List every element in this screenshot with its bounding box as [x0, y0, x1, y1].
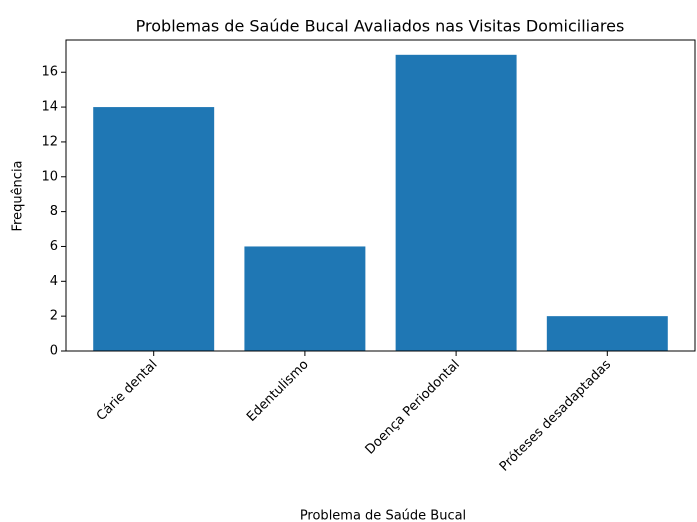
x-tick-label: Próteses desadaptadas — [497, 357, 614, 474]
x-tick-label: Doença Periodontal — [363, 357, 463, 457]
y-tick-label: 14 — [41, 100, 58, 115]
y-tick-label: 4 — [50, 274, 58, 289]
x-tick-label: Cárie dental — [94, 357, 161, 424]
y-tick-label: 8 — [50, 204, 58, 219]
y-axis-label: Frequência — [11, 160, 26, 231]
y-tick-label: 6 — [50, 239, 58, 254]
x-tick-label: Edentulismo — [244, 357, 312, 425]
plot-frame — [65, 39, 696, 352]
y-tick-label: 2 — [50, 309, 58, 324]
bar — [244, 246, 366, 351]
bar — [546, 316, 668, 351]
y-tick-label: 10 — [41, 169, 58, 184]
x-axis-label: Problema de Saúde Bucal — [300, 509, 466, 522]
bar — [93, 107, 215, 351]
bar — [395, 54, 517, 352]
y-tick-label: 12 — [41, 134, 58, 149]
y-tick-label: 16 — [41, 65, 58, 80]
chart-title: Problemas de Saúde Bucal Avaliados nas V… — [136, 17, 625, 36]
y-tick-label: 0 — [50, 344, 58, 359]
